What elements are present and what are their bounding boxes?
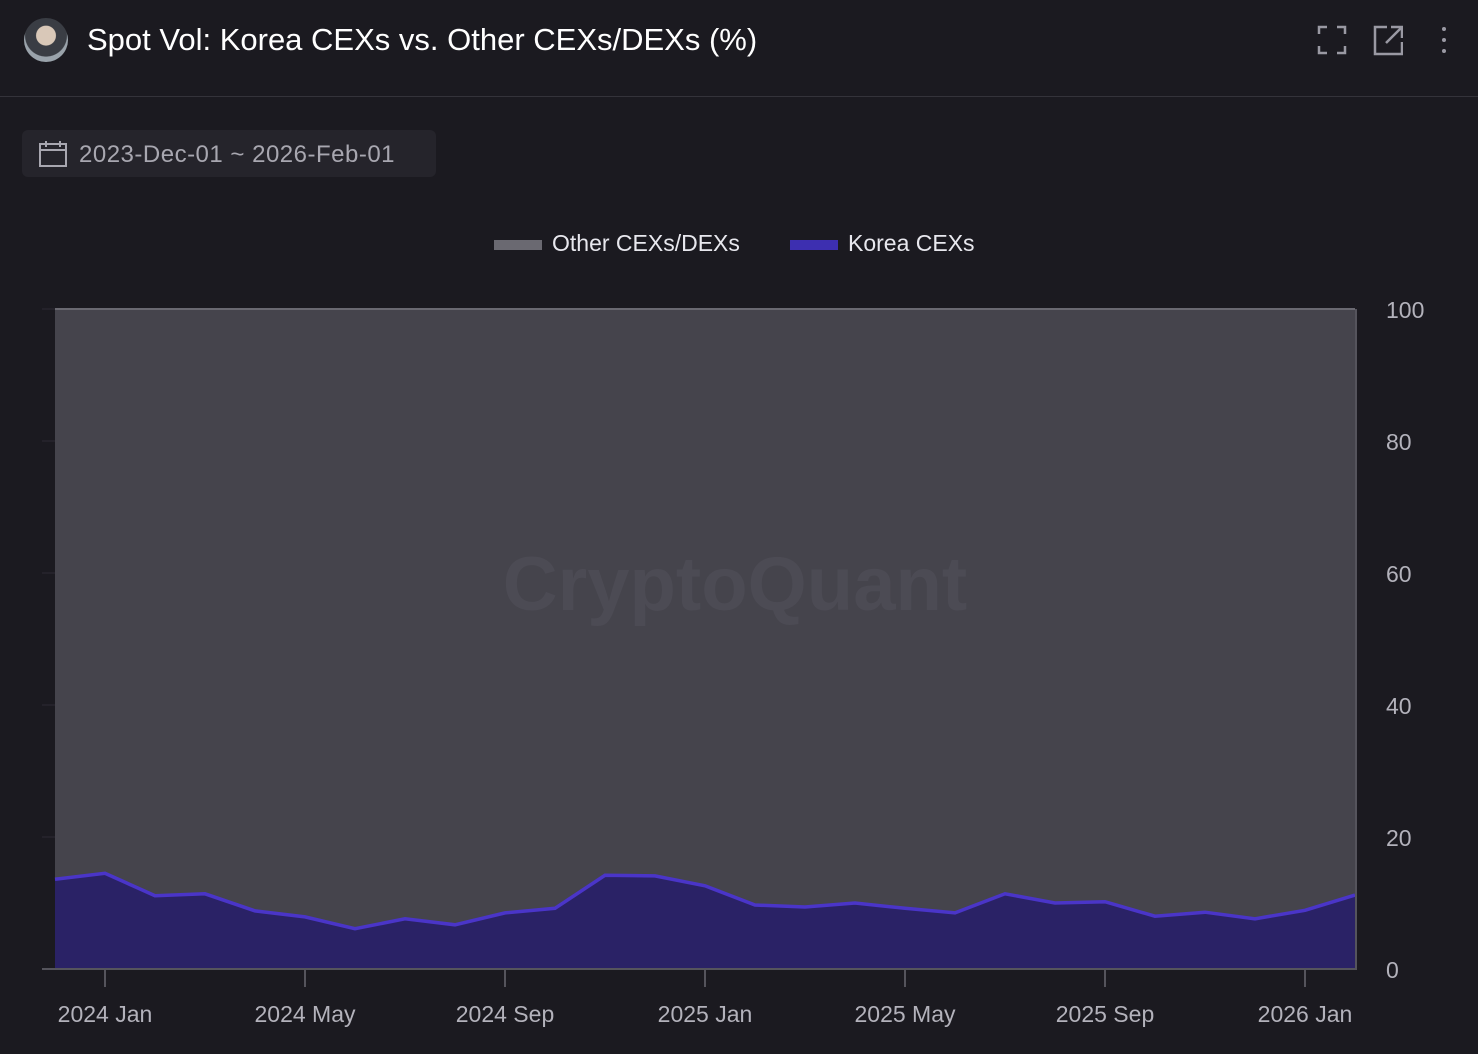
x-tick-label: 2025 May xyxy=(854,1001,956,1027)
calendar-icon xyxy=(39,141,67,167)
legend-item-other[interactable]: Other CEXs/DEXs xyxy=(494,230,740,257)
y-tick-label: 60 xyxy=(1386,561,1412,587)
legend-label-korea: Korea CEXs xyxy=(848,230,975,256)
x-tick-label: 2024 May xyxy=(254,1001,356,1027)
legend-swatch-other xyxy=(494,239,542,250)
y-tick-label: 0 xyxy=(1386,957,1399,983)
y-tick-label: 20 xyxy=(1386,825,1412,851)
legend-label-other: Other CEXs/DEXs xyxy=(552,230,740,256)
fullscreen-icon[interactable] xyxy=(1317,24,1347,56)
date-range-label: 2023-Dec-01 ~ 2026-Feb-01 xyxy=(79,141,396,168)
watermark: CryptoQuant xyxy=(503,542,967,627)
y-tick-label: 100 xyxy=(1386,297,1424,323)
date-range-picker[interactable]: 2023-Dec-01 ~ 2026-Feb-01 xyxy=(22,130,436,177)
legend-item-korea[interactable]: Korea CEXs xyxy=(790,230,975,257)
external-link-icon[interactable] xyxy=(1373,24,1403,56)
y-tick-label: 40 xyxy=(1386,693,1412,719)
more-vert-icon[interactable] xyxy=(1430,24,1460,56)
y-tick-label: 80 xyxy=(1386,429,1412,455)
x-tick-label: 2024 Jan xyxy=(58,1001,153,1027)
chart-header: Spot Vol: Korea CEXs vs. Other CEXs/DEXs… xyxy=(0,0,1478,97)
area-other xyxy=(55,309,1355,929)
x-tick-label: 2025 Jan xyxy=(658,1001,753,1027)
x-tick-label: 2026 Jan xyxy=(1258,1001,1353,1027)
avatar[interactable] xyxy=(24,18,68,62)
legend-swatch-korea xyxy=(790,239,838,250)
area-korea xyxy=(55,873,1355,969)
x-tick-label: 2024 Sep xyxy=(456,1001,554,1027)
x-tick-label: 2025 Sep xyxy=(1056,1001,1154,1027)
chart-title: Spot Vol: Korea CEXs vs. Other CEXs/DEXs… xyxy=(87,22,758,57)
